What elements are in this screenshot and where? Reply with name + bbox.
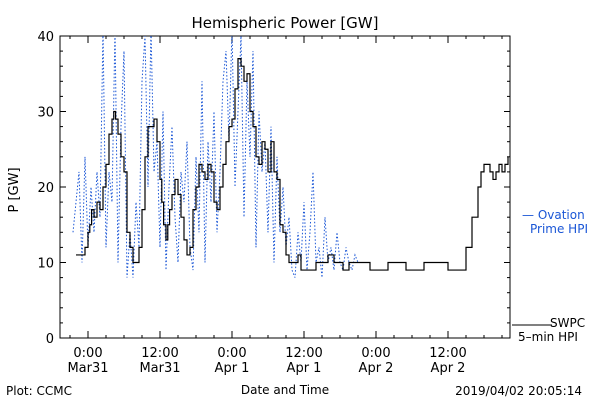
- x-tick-time-label: 0:00: [361, 346, 390, 361]
- plot-timestamp: 2019/04/02 20:05:14: [455, 384, 582, 398]
- plot-credit: Plot: CCMC: [6, 384, 72, 398]
- x-tick-date-label: Apr 1: [287, 361, 322, 376]
- x-tick-date-label: Mar31: [139, 361, 180, 376]
- legend-ovation-line1: — Ovation: [522, 208, 585, 222]
- x-tick-time-label: 12:00: [429, 346, 466, 361]
- x-tick-time-label: 0:00: [217, 346, 246, 361]
- series-ovation-line: [72, 36, 359, 278]
- x-tick-date-label: Apr 1: [215, 361, 250, 376]
- y-tick-label: 30: [37, 106, 54, 121]
- x-tick-date-label: Mar31: [67, 361, 108, 376]
- y-tick-label: 40: [37, 30, 54, 45]
- chart-title: Hemispheric Power [GW]: [192, 14, 379, 32]
- legend-swpc-line2: 5–min HPI: [518, 330, 578, 344]
- x-tick-time-label: 0:00: [73, 346, 102, 361]
- x-axis-label: Date and Time: [241, 383, 329, 397]
- y-axis: 0 10 20 30 40: [37, 30, 510, 347]
- x-tick-date-label: Apr 2: [431, 361, 466, 376]
- legend-ovation-line2: Prime HPI: [530, 222, 588, 236]
- y-tick-label: 10: [37, 257, 54, 272]
- x-tick-date-label: Apr 2: [359, 361, 394, 376]
- legend-swpc-line1: SWPC: [550, 316, 585, 330]
- x-tick-time-label: 12:00: [141, 346, 178, 361]
- y-tick-label: 0: [46, 332, 54, 347]
- series-swpc-line: [76, 58, 509, 271]
- y-tick-label: 20: [37, 181, 54, 196]
- legend-ovation: — Ovation Prime HPI: [522, 208, 588, 236]
- x-tick-time-label: 12:00: [285, 346, 322, 361]
- legend-swpc: SWPC 5–min HPI: [512, 316, 585, 344]
- y-axis-label: P [GW]: [7, 167, 22, 212]
- series-layer: [72, 36, 509, 278]
